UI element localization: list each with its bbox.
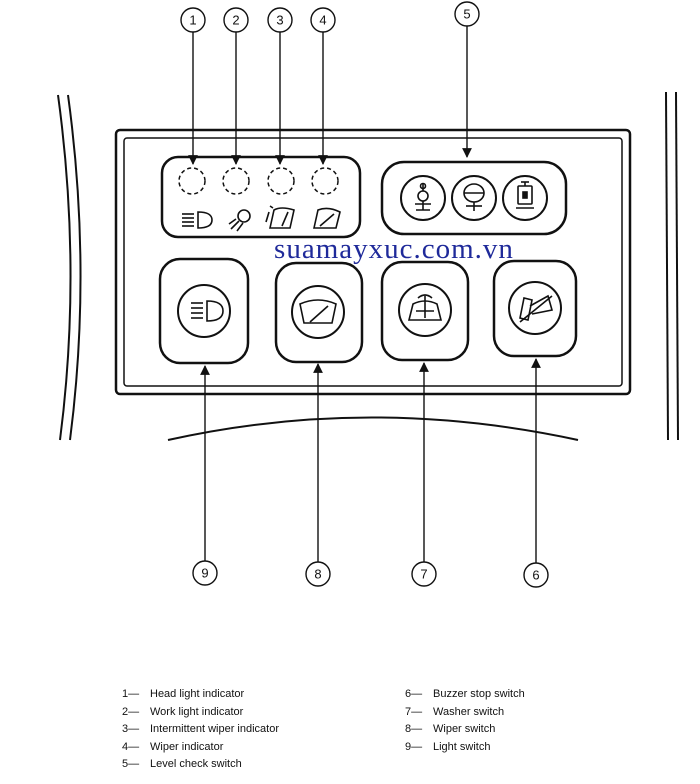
svg-text:5: 5: [463, 7, 470, 22]
callout-3: 3: [267, 7, 293, 33]
legend-item-4: 4— Wiper indicator: [122, 740, 224, 753]
legend-item-3: 3— Intermittent wiper indicator: [122, 723, 279, 735]
indicator-lamp-2: [222, 167, 250, 195]
callout-5: 5: [454, 1, 480, 27]
svg-text:4: 4: [319, 13, 326, 28]
callout-1: 1: [180, 7, 206, 33]
watermark: suamayxuc.com.vn: [274, 233, 514, 265]
callout-6: 6: [523, 562, 549, 588]
buzzer-stop-switch[interactable]: [492, 259, 578, 358]
panel-inner: [123, 137, 623, 387]
legend-right: 6— Buzzer stop switch 7— Washer switch 8— W…: [405, 686, 525, 756]
legend-item-2: 2— Work light indicator: [122, 705, 244, 718]
leader-lines: [188, 26, 541, 563]
level-check-button-2[interactable]: [451, 175, 497, 221]
legend-item-7: 7— Washer switch: [405, 705, 505, 718]
wiper-icon: [299, 299, 337, 324]
panel-outer: [114, 128, 632, 396]
left-frame-curves: [57, 94, 82, 441]
washer-switch[interactable]: [380, 260, 470, 362]
buzzer-stop-icon: [519, 294, 554, 323]
callout-8: 8: [305, 561, 331, 587]
callout-7: 7: [411, 561, 437, 587]
indicator-lamp-1: [178, 167, 206, 195]
light-switch[interactable]: [158, 257, 250, 365]
legend-item-5: 5— Level check switch: [122, 758, 242, 770]
headlight-icon: [182, 211, 213, 229]
right-frame-lines: [665, 91, 679, 441]
callout-4: 4: [310, 7, 336, 33]
callout-2: 2: [223, 7, 249, 33]
work-light-icon: [228, 209, 251, 232]
svg-text:9: 9: [201, 566, 208, 581]
wiper-switch[interactable]: [274, 261, 364, 364]
legend-item-1: 1— Head light indicator: [122, 688, 245, 700]
svg-text:3: 3: [276, 13, 283, 28]
svg-text:8: 8: [314, 567, 321, 582]
indicator-lamp-4: [311, 167, 339, 195]
svg-text:6: 6: [532, 568, 539, 583]
lower-frame-curve: [167, 416, 579, 441]
legend-left: 1— Head light indicator 2— Work light indi…: [122, 686, 279, 774]
svg-text:2: 2: [232, 13, 239, 28]
level-check-button-1[interactable]: [400, 175, 446, 221]
engine-oil-level-icon: [415, 182, 431, 211]
legend-item-8: 8— Wiper switch: [405, 723, 496, 735]
indicator-lamp-3: [267, 167, 295, 195]
legend-item-9: 9— Light switch: [405, 740, 491, 753]
level-check-group: [380, 160, 568, 236]
wiper-indicator-icon: [313, 207, 341, 229]
legend-item-6: 6— Buzzer stop switch: [405, 688, 525, 700]
washer-icon: [407, 294, 443, 321]
indicator-group: [160, 155, 362, 239]
svg-text:7: 7: [420, 567, 427, 582]
callout-9: 9: [192, 560, 218, 586]
level-check-button-3[interactable]: [502, 175, 548, 221]
hydraulic-oil-level-icon: [516, 181, 534, 209]
svg-text:1: 1: [189, 13, 196, 28]
headlight-icon: [191, 300, 224, 322]
intermittent-wiper-icon: [265, 205, 295, 229]
coolant-level-icon: [463, 183, 485, 211]
